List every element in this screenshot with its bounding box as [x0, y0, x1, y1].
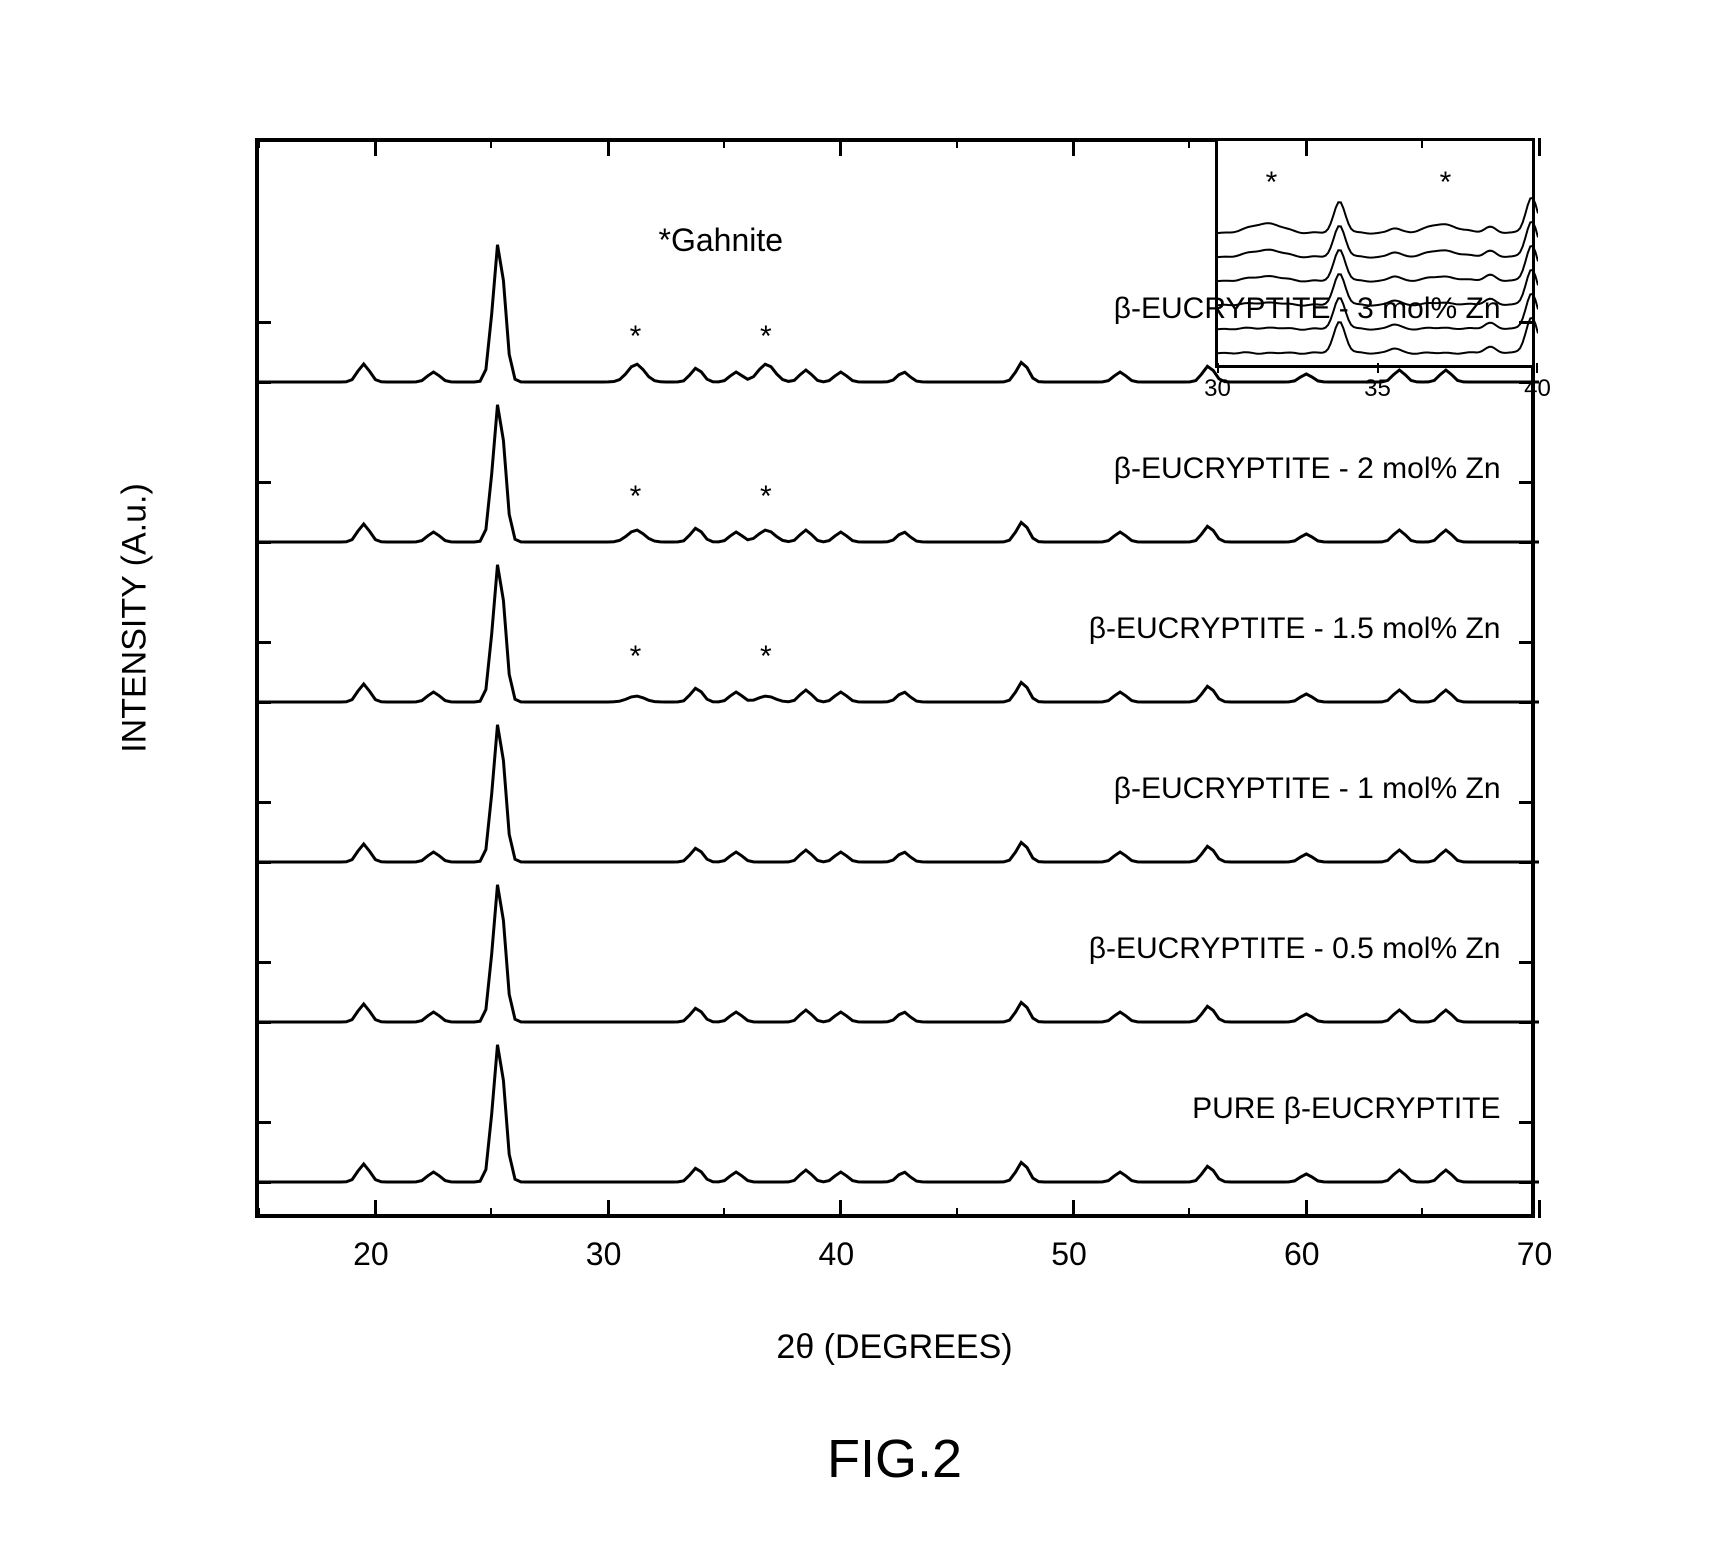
x-tick: [607, 1200, 610, 1218]
x-tick-top: [1072, 138, 1075, 156]
series-label-3: β-EUCRYPTITE - 1.5 mol% Zn: [1089, 612, 1501, 646]
gahnite-star-5-0: *: [630, 320, 642, 354]
y-tick: [255, 861, 271, 864]
x-minor-tick: [723, 1208, 725, 1218]
x-tick: [1305, 1200, 1308, 1218]
y-tick-right: [1519, 641, 1535, 644]
gahnite-star-4-1: *: [760, 480, 772, 514]
y-tick: [255, 961, 271, 964]
y-tick: [255, 321, 271, 324]
x-tick-label-30: 30: [586, 1236, 622, 1273]
gahnite-star-3-0: *: [630, 640, 642, 674]
y-tick: [255, 641, 271, 644]
y-tick: [255, 1181, 271, 1184]
x-axis-label: 2θ (DEGREES): [776, 1328, 1012, 1367]
y-tick-right: [1519, 861, 1535, 864]
series-label-5: β-EUCRYPTITE - 3 mol% Zn: [1114, 292, 1501, 326]
x-tick-label-40: 40: [819, 1236, 855, 1273]
x-tick: [839, 1200, 842, 1218]
y-tick-right: [1519, 1181, 1535, 1184]
series-label-2: β-EUCRYPTITE - 1 mol% Zn: [1114, 772, 1501, 806]
y-tick: [255, 701, 271, 704]
x-tick-label-50: 50: [1051, 1236, 1087, 1273]
y-tick-right: [1519, 701, 1535, 704]
figure-caption: FIG.2: [827, 1428, 962, 1490]
y-tick: [255, 381, 271, 384]
y-axis-label: INTENSITY (A.u.): [115, 483, 154, 753]
main-plot-area: *Gahnite * * 30 35 40 PURE β-EUCRYPTITEβ…: [255, 138, 1535, 1218]
y-tick-right: [1519, 381, 1535, 384]
x-minor-tick: [1421, 1208, 1423, 1218]
series-label-0: PURE β-EUCRYPTITE: [1192, 1092, 1500, 1126]
gahnite-star-4-0: *: [630, 480, 642, 514]
figure-container: INTENSITY (A.u.) *Gahnite * * 30 35 40 P…: [105, 78, 1605, 1478]
x-tick-top: [374, 138, 377, 156]
y-tick: [255, 1021, 271, 1024]
y-tick-right: [1519, 481, 1535, 484]
y-tick-right: [1519, 801, 1535, 804]
x-tick: [1072, 1200, 1075, 1218]
x-tick-top: [839, 138, 842, 156]
x-minor-tick-top: [1188, 138, 1190, 148]
x-minor-tick-top: [258, 138, 260, 148]
x-tick-top: [1538, 138, 1541, 156]
y-tick-right: [1519, 541, 1535, 544]
gahnite-star-5-1: *: [760, 320, 772, 354]
y-tick: [255, 801, 271, 804]
y-tick: [255, 541, 271, 544]
x-minor-tick-top: [490, 138, 492, 148]
x-minor-tick: [956, 1208, 958, 1218]
y-tick-right: [1519, 961, 1535, 964]
x-tick: [1538, 1200, 1541, 1218]
x-tick-label-60: 60: [1284, 1236, 1320, 1273]
x-tick-top: [1305, 138, 1308, 156]
x-tick-top: [607, 138, 610, 156]
series-label-4: β-EUCRYPTITE - 2 mol% Zn: [1114, 452, 1501, 486]
x-tick-label-20: 20: [353, 1236, 389, 1273]
x-tick-label-70: 70: [1517, 1236, 1553, 1273]
y-tick: [255, 1121, 271, 1124]
y-tick-right: [1519, 1121, 1535, 1124]
x-minor-tick: [490, 1208, 492, 1218]
y-tick-right: [1519, 1021, 1535, 1024]
series-label-1: β-EUCRYPTITE - 0.5 mol% Zn: [1089, 932, 1501, 966]
x-minor-tick: [258, 1208, 260, 1218]
gahnite-star-3-1: *: [760, 640, 772, 674]
x-minor-tick-top: [1421, 138, 1423, 148]
x-minor-tick: [1188, 1208, 1190, 1218]
y-tick-right: [1519, 321, 1535, 324]
y-tick: [255, 481, 271, 484]
x-minor-tick-top: [956, 138, 958, 148]
x-minor-tick-top: [723, 138, 725, 148]
x-tick: [374, 1200, 377, 1218]
